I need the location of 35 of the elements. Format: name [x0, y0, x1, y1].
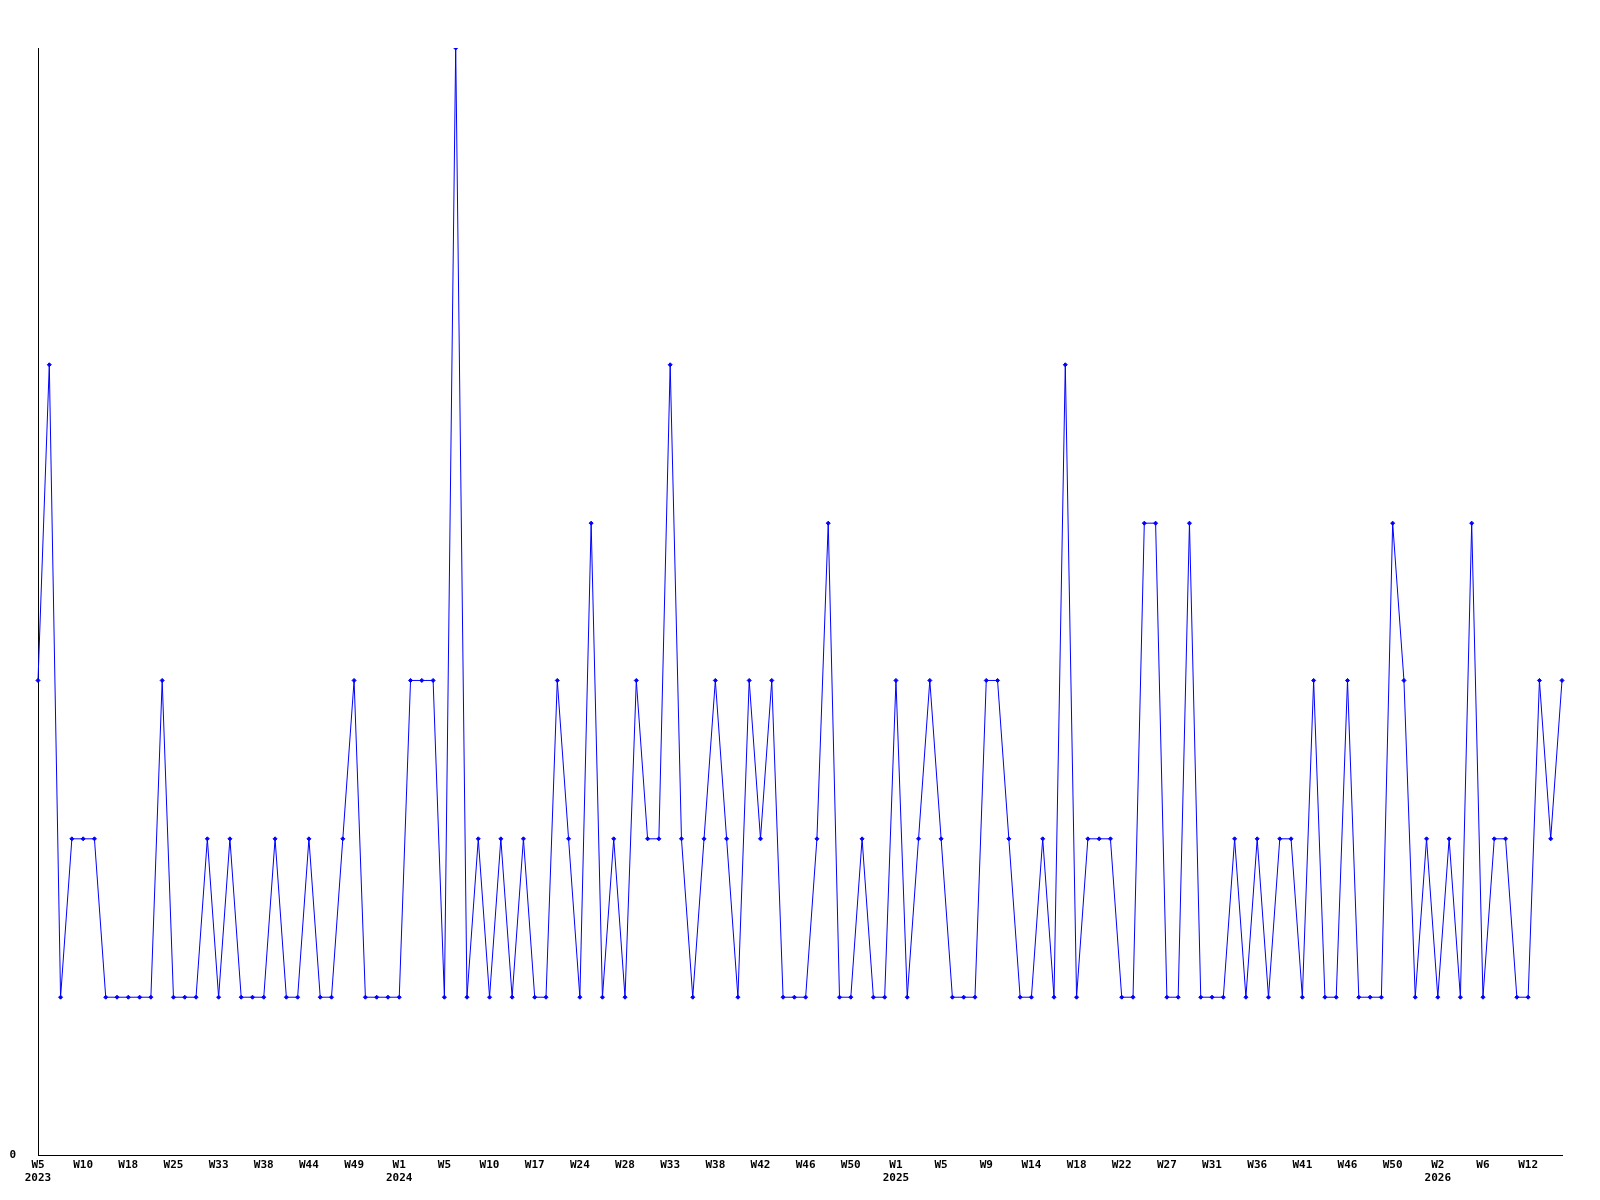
x-tick-label: W17: [524, 1158, 545, 1172]
x-tick-label: W9: [979, 1158, 993, 1172]
x-tick-label: W5 2023: [24, 1158, 52, 1185]
x-tick-label: W28: [615, 1158, 635, 1172]
x-tick-label: W31: [1202, 1158, 1223, 1172]
x-tick-label: W38: [253, 1158, 274, 1172]
x-tick-label: W36: [1247, 1158, 1268, 1172]
x-tick-label: W1 2025: [882, 1158, 910, 1185]
x-tick-label: W5: [437, 1158, 452, 1172]
x-tick-label: W10: [479, 1158, 500, 1172]
x-tick-label: W2 2026: [1424, 1158, 1452, 1185]
x-tick-label: W5: [934, 1158, 948, 1172]
x-tick-label: W33: [208, 1158, 229, 1172]
x-tick-label: W24: [569, 1158, 591, 1172]
x-tick-label: W50: [840, 1158, 861, 1172]
x-tick-label: W14: [1021, 1158, 1042, 1172]
x-tick-label: W22: [1111, 1158, 1132, 1172]
x-tick-label: W38: [705, 1158, 726, 1172]
x-tick-label: W42: [750, 1158, 771, 1172]
x-tick-label: W33: [660, 1158, 681, 1172]
x-tick-label: W50: [1382, 1158, 1403, 1172]
x-tick-label: W49: [344, 1158, 365, 1172]
x-tick-label: W41: [1292, 1158, 1313, 1172]
x-tick-label: W25: [163, 1158, 184, 1172]
x-tick-label: W44: [299, 1158, 320, 1172]
x-tick-label: W18: [1066, 1158, 1087, 1172]
x-tick-label: W6: [1476, 1158, 1490, 1172]
x-tick-label: W18: [118, 1158, 139, 1172]
x-tick-label: W46: [795, 1158, 816, 1172]
x-tick-label: W1 2024: [385, 1158, 413, 1185]
x-tick-label: W27: [1156, 1158, 1177, 1172]
x-tick-label: W12: [1518, 1158, 1539, 1172]
x-tick-label: W10: [73, 1158, 94, 1172]
x-tick-label: W46: [1337, 1158, 1358, 1172]
text: 0: [9, 1148, 16, 1162]
